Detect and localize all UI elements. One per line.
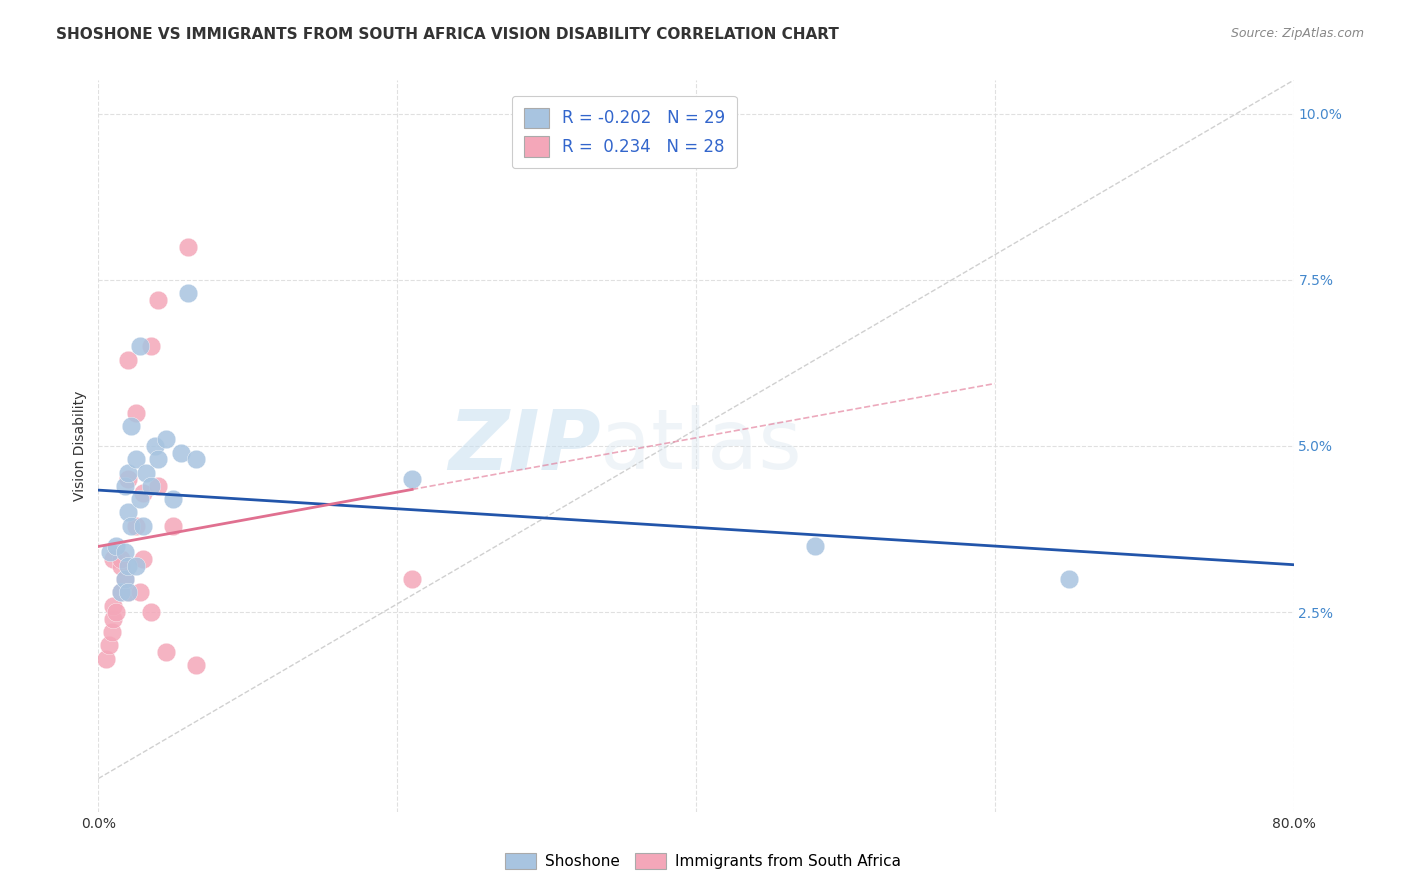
Point bbox=[114, 572, 136, 586]
Point bbox=[162, 492, 184, 507]
Point bbox=[94, 652, 117, 666]
Point bbox=[103, 599, 125, 613]
Point bbox=[101, 625, 124, 640]
Point bbox=[401, 572, 423, 586]
Point bbox=[97, 639, 120, 653]
Point bbox=[117, 558, 139, 573]
Point bbox=[148, 452, 170, 467]
Point bbox=[103, 612, 125, 626]
Point bbox=[117, 585, 139, 599]
Point bbox=[129, 339, 152, 353]
Point bbox=[1059, 572, 1081, 586]
Point bbox=[110, 585, 132, 599]
Point bbox=[132, 485, 155, 500]
Point bbox=[132, 518, 155, 533]
Point bbox=[155, 645, 177, 659]
Point bbox=[114, 479, 136, 493]
Point bbox=[184, 452, 207, 467]
Text: ZIP: ZIP bbox=[447, 406, 600, 486]
Point bbox=[110, 585, 132, 599]
Point bbox=[129, 585, 152, 599]
Point bbox=[125, 406, 148, 420]
Text: atlas: atlas bbox=[600, 406, 801, 486]
Y-axis label: Vision Disability: Vision Disability bbox=[73, 391, 87, 501]
Point bbox=[117, 352, 139, 367]
Point bbox=[139, 479, 162, 493]
Point bbox=[114, 572, 136, 586]
Point bbox=[117, 466, 139, 480]
Point bbox=[120, 419, 142, 434]
Point bbox=[105, 539, 128, 553]
Legend: R = -0.202   N = 29, R =  0.234   N = 28: R = -0.202 N = 29, R = 0.234 N = 28 bbox=[512, 96, 737, 169]
Point bbox=[125, 452, 148, 467]
Point bbox=[114, 545, 136, 559]
Point bbox=[132, 552, 155, 566]
Point bbox=[177, 239, 200, 253]
Point bbox=[120, 518, 142, 533]
Point bbox=[177, 286, 200, 301]
Point bbox=[169, 445, 191, 459]
Point bbox=[184, 658, 207, 673]
Point bbox=[117, 506, 139, 520]
Point bbox=[110, 558, 132, 573]
Text: Source: ZipAtlas.com: Source: ZipAtlas.com bbox=[1230, 27, 1364, 40]
Point bbox=[139, 605, 162, 619]
Point bbox=[125, 518, 148, 533]
Point bbox=[143, 439, 166, 453]
Point bbox=[155, 433, 177, 447]
Point bbox=[125, 558, 148, 573]
Point bbox=[148, 479, 170, 493]
Point bbox=[148, 293, 170, 307]
Point bbox=[117, 585, 139, 599]
Point bbox=[117, 472, 139, 486]
Point bbox=[105, 605, 128, 619]
Point bbox=[804, 539, 827, 553]
Point bbox=[139, 339, 162, 353]
Point bbox=[401, 472, 423, 486]
Legend: Shoshone, Immigrants from South Africa: Shoshone, Immigrants from South Africa bbox=[499, 847, 907, 875]
Point bbox=[129, 492, 152, 507]
Point bbox=[103, 552, 125, 566]
Text: SHOSHONE VS IMMIGRANTS FROM SOUTH AFRICA VISION DISABILITY CORRELATION CHART: SHOSHONE VS IMMIGRANTS FROM SOUTH AFRICA… bbox=[56, 27, 839, 42]
Point bbox=[98, 545, 122, 559]
Point bbox=[110, 552, 132, 566]
Point bbox=[135, 466, 157, 480]
Point bbox=[162, 518, 184, 533]
